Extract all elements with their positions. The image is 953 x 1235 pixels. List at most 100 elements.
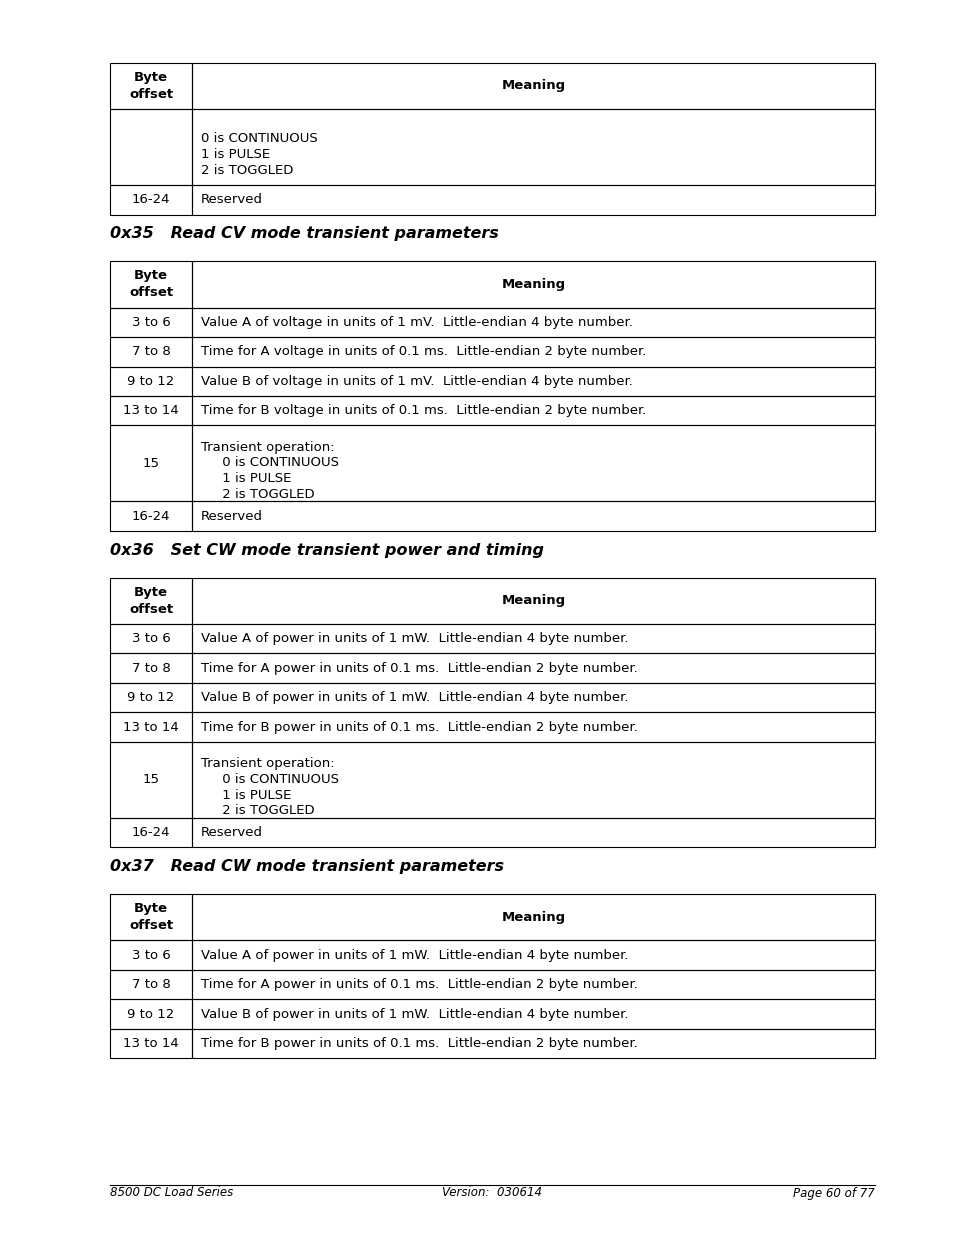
Bar — [110, 894, 192, 941]
Text: 9 to 12: 9 to 12 — [128, 1008, 174, 1021]
Bar — [110, 578, 192, 624]
Bar — [192, 337, 874, 367]
Bar — [110, 501, 192, 531]
Bar — [192, 894, 874, 941]
Bar — [192, 713, 874, 742]
Text: Value B of voltage in units of 1 mV.  Little-endian 4 byte number.: Value B of voltage in units of 1 mV. Lit… — [201, 374, 632, 388]
Bar — [192, 742, 874, 818]
Text: 8500 DC Load Series: 8500 DC Load Series — [110, 1187, 233, 1199]
Bar — [192, 683, 874, 713]
Text: 7 to 8: 7 to 8 — [132, 662, 171, 674]
Bar — [192, 653, 874, 683]
Text: 16-24: 16-24 — [132, 193, 170, 206]
Bar — [110, 185, 192, 215]
Bar — [110, 742, 192, 818]
Bar — [192, 969, 874, 999]
Bar — [110, 396, 192, 426]
Text: 7 to 8: 7 to 8 — [132, 346, 171, 358]
Text: 1 is PULSE: 1 is PULSE — [201, 472, 291, 485]
Text: 2 is TOGGLED: 2 is TOGGLED — [201, 804, 314, 818]
Text: Value A of power in units of 1 mW.  Little-endian 4 byte number.: Value A of power in units of 1 mW. Littl… — [201, 948, 628, 962]
Text: 0 is CONTINUOUS: 0 is CONTINUOUS — [201, 132, 317, 144]
Text: Time for B voltage in units of 0.1 ms.  Little-endian 2 byte number.: Time for B voltage in units of 0.1 ms. L… — [201, 404, 646, 417]
Bar — [192, 941, 874, 969]
Text: Version:  030614: Version: 030614 — [442, 1187, 542, 1199]
Text: Value B of power in units of 1 mW.  Little-endian 4 byte number.: Value B of power in units of 1 mW. Littl… — [201, 692, 628, 704]
Text: Value B of power in units of 1 mW.  Little-endian 4 byte number.: Value B of power in units of 1 mW. Littl… — [201, 1008, 628, 1021]
Text: 9 to 12: 9 to 12 — [128, 692, 174, 704]
Text: 1 is PULSE: 1 is PULSE — [201, 789, 291, 802]
Text: Value A of power in units of 1 mW.  Little-endian 4 byte number.: Value A of power in units of 1 mW. Littl… — [201, 632, 628, 645]
Bar — [192, 624, 874, 653]
Bar — [192, 308, 874, 337]
Text: Time for A power in units of 0.1 ms.  Little-endian 2 byte number.: Time for A power in units of 0.1 ms. Lit… — [201, 662, 638, 674]
Text: Meaning: Meaning — [501, 278, 565, 291]
Bar — [192, 262, 874, 308]
Bar — [110, 63, 192, 109]
Bar — [110, 337, 192, 367]
Text: Time for B power in units of 0.1 ms.  Little-endian 2 byte number.: Time for B power in units of 0.1 ms. Lit… — [201, 721, 638, 734]
Text: Transient operation:: Transient operation: — [201, 757, 335, 771]
Text: Time for B power in units of 0.1 ms.  Little-endian 2 byte number.: Time for B power in units of 0.1 ms. Lit… — [201, 1037, 638, 1050]
Text: 2 is TOGGLED: 2 is TOGGLED — [201, 488, 314, 501]
Text: Reserved: Reserved — [201, 510, 263, 522]
Text: Meaning: Meaning — [501, 911, 565, 924]
Bar — [110, 109, 192, 185]
Bar — [110, 941, 192, 969]
Bar — [192, 501, 874, 531]
Bar — [110, 653, 192, 683]
Text: 0 is CONTINUOUS: 0 is CONTINUOUS — [201, 457, 338, 469]
Text: 13 to 14: 13 to 14 — [123, 721, 179, 734]
Bar — [192, 818, 874, 847]
Bar — [192, 1029, 874, 1058]
Text: Transient operation:: Transient operation: — [201, 441, 335, 453]
Text: Meaning: Meaning — [501, 79, 565, 93]
Bar — [110, 624, 192, 653]
Bar — [192, 999, 874, 1029]
Text: 7 to 8: 7 to 8 — [132, 978, 171, 992]
Text: Meaning: Meaning — [501, 594, 565, 608]
Bar — [192, 63, 874, 109]
Bar — [192, 396, 874, 426]
Text: Page 60 of 77: Page 60 of 77 — [792, 1187, 874, 1199]
Text: 0x37   Read CW mode transient parameters: 0x37 Read CW mode transient parameters — [110, 860, 503, 874]
Bar — [192, 426, 874, 501]
Bar — [110, 426, 192, 501]
Text: Reserved: Reserved — [201, 826, 263, 840]
Text: 0x36   Set CW mode transient power and timing: 0x36 Set CW mode transient power and tim… — [110, 543, 543, 558]
Text: Byte
offset: Byte offset — [129, 269, 172, 300]
Text: Byte
offset: Byte offset — [129, 70, 172, 101]
Bar — [110, 1029, 192, 1058]
Bar — [110, 262, 192, 308]
Bar — [110, 969, 192, 999]
Text: 3 to 6: 3 to 6 — [132, 632, 171, 645]
Text: Time for A power in units of 0.1 ms.  Little-endian 2 byte number.: Time for A power in units of 0.1 ms. Lit… — [201, 978, 638, 992]
Bar — [110, 308, 192, 337]
Text: 3 to 6: 3 to 6 — [132, 948, 171, 962]
Bar — [110, 999, 192, 1029]
Text: 13 to 14: 13 to 14 — [123, 404, 179, 417]
Text: Byte
offset: Byte offset — [129, 585, 172, 616]
Bar — [110, 818, 192, 847]
Text: 16-24: 16-24 — [132, 510, 170, 522]
Text: Reserved: Reserved — [201, 193, 263, 206]
Text: 15: 15 — [142, 457, 159, 471]
Text: 2 is TOGGLED: 2 is TOGGLED — [201, 163, 294, 177]
Bar — [192, 578, 874, 624]
Bar — [192, 367, 874, 396]
Text: Time for A voltage in units of 0.1 ms.  Little-endian 2 byte number.: Time for A voltage in units of 0.1 ms. L… — [201, 346, 646, 358]
Text: 0 is CONTINUOUS: 0 is CONTINUOUS — [201, 773, 338, 785]
Text: 1 is PULSE: 1 is PULSE — [201, 148, 270, 161]
Text: 15: 15 — [142, 773, 159, 787]
Text: 3 to 6: 3 to 6 — [132, 316, 171, 329]
Text: 16-24: 16-24 — [132, 826, 170, 840]
Text: 0x35   Read CV mode transient parameters: 0x35 Read CV mode transient parameters — [110, 226, 498, 242]
Text: Value A of voltage in units of 1 mV.  Little-endian 4 byte number.: Value A of voltage in units of 1 mV. Lit… — [201, 316, 632, 329]
Text: 9 to 12: 9 to 12 — [128, 374, 174, 388]
Bar — [110, 713, 192, 742]
Bar — [110, 683, 192, 713]
Bar — [192, 185, 874, 215]
Text: 13 to 14: 13 to 14 — [123, 1037, 179, 1050]
Text: Byte
offset: Byte offset — [129, 903, 172, 932]
Bar — [110, 367, 192, 396]
